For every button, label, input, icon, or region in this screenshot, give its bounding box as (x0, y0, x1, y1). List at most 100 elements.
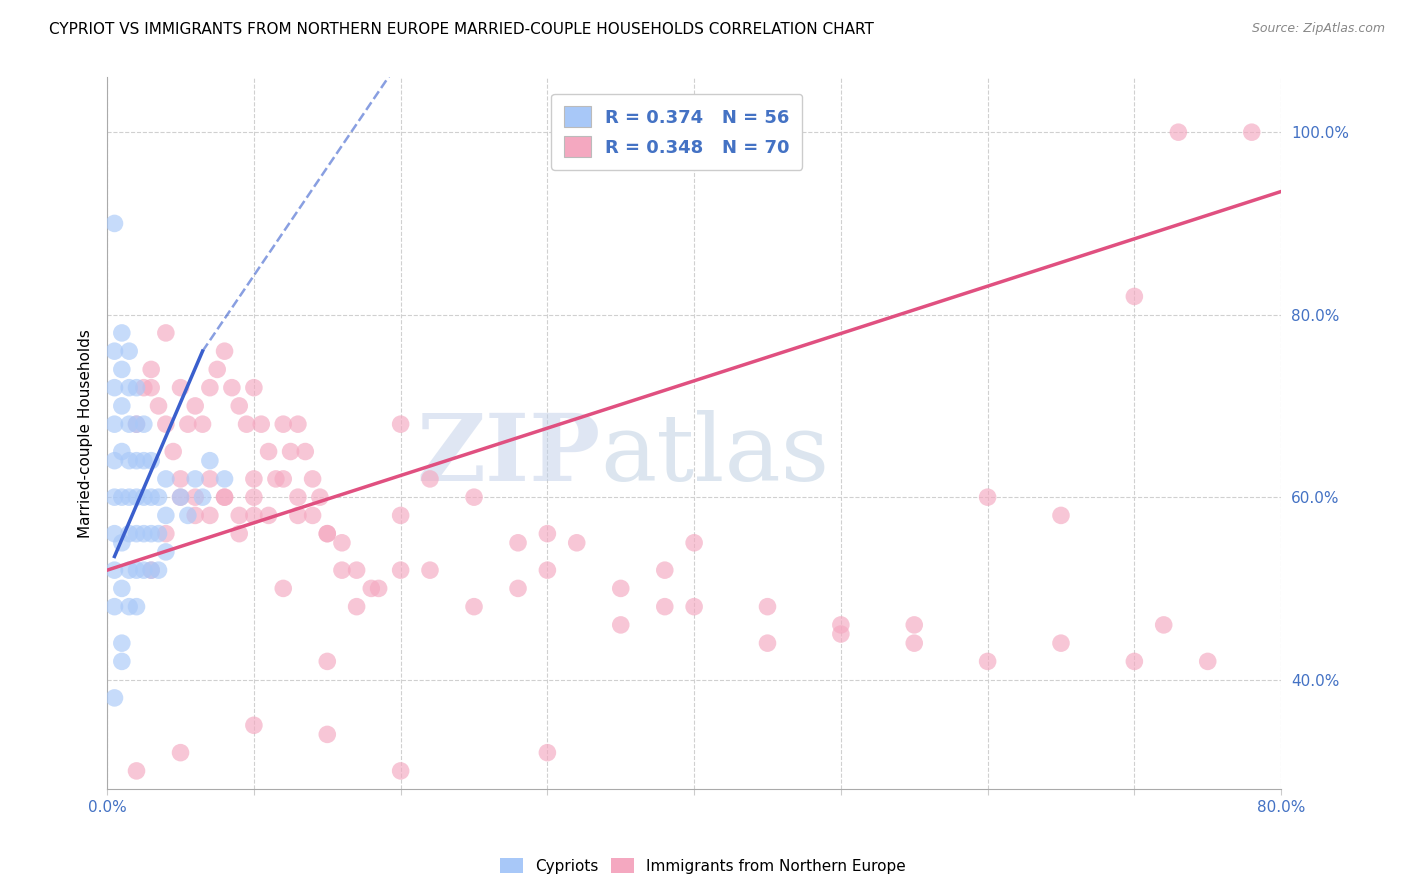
Point (111, 654, 134, 668)
Point (214, 344, 236, 359)
Point (287, 490, 309, 504)
Point (389, 563, 412, 577)
Point (118, 490, 141, 504)
Point (198, 472, 221, 486)
Point (610, 582, 633, 596)
Point (389, 508, 412, 523)
Point (125, 526, 148, 541)
Point (198, 453, 221, 467)
Point (103, 216, 125, 230)
Point (111, 582, 134, 596)
Point (976, 654, 998, 668)
Point (654, 599, 676, 614)
Point (111, 536, 134, 550)
Point (506, 582, 529, 596)
Point (243, 490, 266, 504)
Point (162, 444, 184, 458)
Point (148, 399, 170, 413)
Point (330, 563, 353, 577)
Point (271, 417, 294, 432)
Point (103, 453, 125, 467)
Point (316, 526, 339, 541)
Point (169, 490, 191, 504)
Point (111, 444, 134, 458)
Point (111, 362, 134, 376)
Point (148, 526, 170, 541)
Point (294, 444, 316, 458)
Point (118, 417, 141, 432)
Point (155, 472, 177, 486)
Point (243, 508, 266, 523)
Point (111, 490, 134, 504)
Point (111, 326, 134, 340)
Point (141, 381, 163, 395)
Point (155, 508, 177, 523)
Point (654, 563, 676, 577)
Point (389, 417, 412, 432)
Point (1123, 654, 1146, 668)
Point (309, 490, 332, 504)
Point (125, 417, 148, 432)
Point (125, 381, 148, 395)
Point (1123, 289, 1146, 303)
Point (243, 472, 266, 486)
Point (214, 490, 236, 504)
Legend: R = 0.374   N = 56, R = 0.348   N = 70: R = 0.374 N = 56, R = 0.348 N = 70 (551, 94, 803, 169)
Point (214, 490, 236, 504)
Point (463, 599, 485, 614)
Point (228, 508, 250, 523)
Point (132, 563, 155, 577)
Point (103, 417, 125, 432)
Point (976, 490, 998, 504)
Point (756, 599, 779, 614)
Point (132, 453, 155, 467)
Point (1050, 636, 1073, 650)
Point (346, 599, 368, 614)
Point (177, 508, 200, 523)
Point (301, 472, 323, 486)
Point (506, 536, 529, 550)
Point (1240, 125, 1263, 139)
Point (257, 444, 280, 458)
Legend: Cypriots, Immigrants from Northern Europe: Cypriots, Immigrants from Northern Europ… (494, 852, 912, 880)
Point (280, 444, 302, 458)
Point (111, 399, 134, 413)
Point (155, 326, 177, 340)
Text: Source: ZipAtlas.com: Source: ZipAtlas.com (1251, 22, 1385, 36)
Point (141, 563, 163, 577)
Point (103, 690, 125, 705)
Point (250, 417, 273, 432)
Point (141, 490, 163, 504)
Point (205, 362, 228, 376)
Point (198, 508, 221, 523)
Point (141, 526, 163, 541)
Point (610, 618, 633, 632)
Point (367, 582, 389, 596)
Point (125, 490, 148, 504)
Point (103, 599, 125, 614)
Point (1197, 654, 1219, 668)
Point (683, 536, 706, 550)
Point (169, 472, 191, 486)
Point (125, 764, 148, 778)
Point (243, 381, 266, 395)
Point (155, 545, 177, 559)
Point (118, 453, 141, 467)
Point (243, 718, 266, 732)
Point (301, 508, 323, 523)
Point (271, 582, 294, 596)
Point (419, 563, 441, 577)
Point (419, 472, 441, 486)
Point (316, 526, 339, 541)
Point (1167, 125, 1189, 139)
Point (536, 563, 558, 577)
Point (125, 417, 148, 432)
Point (536, 526, 558, 541)
Point (103, 563, 125, 577)
Point (228, 399, 250, 413)
Point (141, 563, 163, 577)
Point (1050, 508, 1073, 523)
Point (214, 472, 236, 486)
Point (565, 536, 588, 550)
Point (132, 490, 155, 504)
